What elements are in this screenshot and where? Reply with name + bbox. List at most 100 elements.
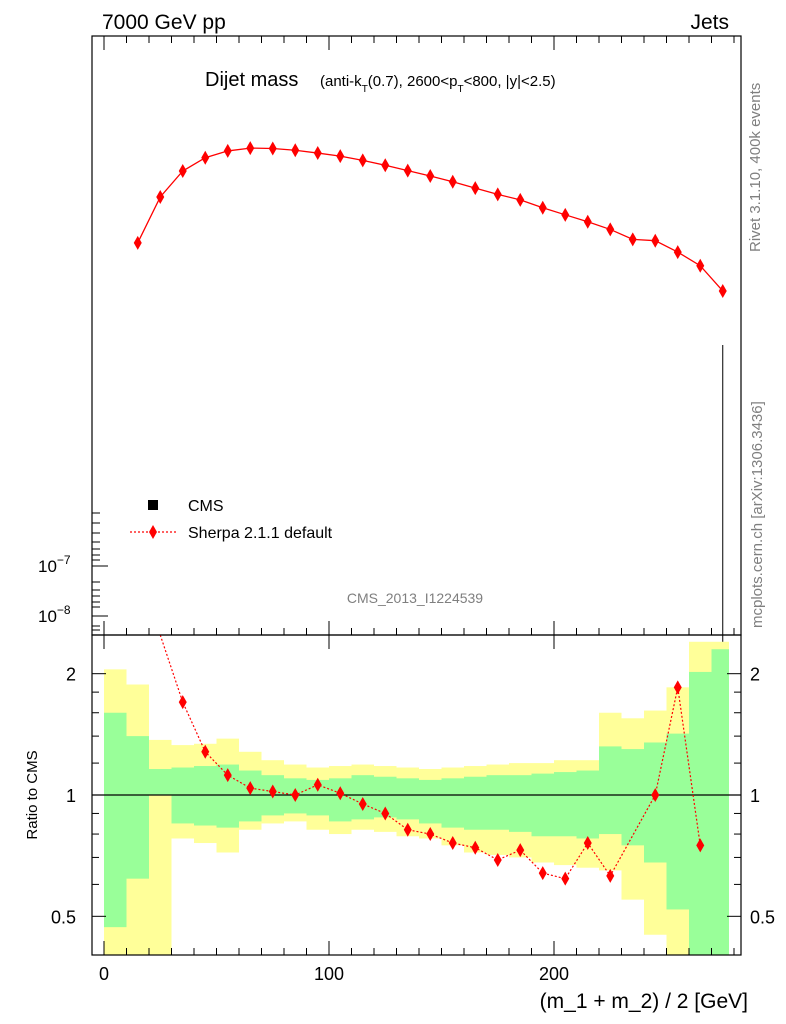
legend-cms-label: CMS — [188, 498, 224, 515]
band-inner-bin — [509, 775, 532, 832]
ratio-point — [471, 840, 480, 855]
ratio-point — [381, 806, 390, 821]
band-inner-bin — [644, 742, 667, 863]
main-point — [448, 174, 457, 189]
ratio-point — [313, 777, 322, 792]
ratio-point — [201, 744, 210, 759]
band-inner-bin — [239, 770, 262, 822]
ratio-point — [246, 781, 255, 796]
band-inner-bin — [194, 766, 217, 826]
band-inner-bin — [621, 749, 644, 846]
ratio-point — [606, 868, 615, 883]
main-point — [223, 143, 232, 158]
ratio-point — [223, 768, 232, 783]
mcplots-label: mcplots.cern.ch [arXiv:1306.3436] — [749, 401, 766, 628]
band-inner-bin — [419, 779, 442, 824]
main-point — [313, 146, 322, 161]
ratio-point — [696, 838, 705, 853]
main-point — [583, 214, 592, 229]
ratio-point — [178, 695, 187, 710]
legend-sherpa-marker — [149, 525, 157, 539]
ratio-ytick-label: 2 — [66, 665, 76, 685]
band-inner-bin — [531, 773, 554, 837]
ratio-ytick-label: 2 — [750, 665, 760, 685]
main-point — [403, 163, 412, 178]
band-inner-bin — [599, 746, 622, 835]
main-ytick-label-1e-7: 10−7 — [38, 553, 71, 576]
main-point — [291, 143, 300, 158]
band-inner-bin — [104, 712, 127, 928]
x-tick-label: 0 — [99, 964, 109, 984]
ratio-point — [268, 784, 277, 799]
main-point — [696, 258, 705, 273]
ratio-point — [561, 871, 570, 886]
header-left: 7000 GeV pp — [102, 11, 226, 34]
rivet-label: Rivet 3.1.10, 400k events — [747, 83, 764, 252]
main-point — [268, 141, 277, 156]
main-point — [538, 200, 547, 215]
main-point — [201, 150, 210, 165]
x-tick-label: 100 — [314, 964, 344, 984]
ratio-point — [426, 827, 435, 842]
main-point — [651, 233, 660, 248]
ratio-point — [291, 788, 300, 802]
ratio-point — [673, 680, 682, 695]
band-inner-bin — [126, 736, 149, 879]
main-point — [178, 164, 187, 179]
x-tick-label: 200 — [539, 964, 569, 984]
main-frame — [91, 35, 742, 636]
ratio-ytick-label: 0.5 — [51, 907, 76, 927]
band-inner-bin — [441, 778, 464, 828]
ratio-ytick-label: 0.5 — [750, 907, 775, 927]
band-inner-bin — [374, 776, 397, 818]
band-inner-bin — [666, 733, 689, 910]
band-inner-bin — [689, 671, 712, 955]
main-point — [336, 149, 345, 164]
main-point — [358, 153, 367, 168]
main-point — [246, 141, 255, 156]
main-point — [471, 181, 480, 196]
main-point — [673, 245, 682, 260]
watermark: CMS_2013_I1224539 — [347, 590, 483, 606]
band-inner-bin — [576, 770, 599, 839]
band-inner-bin — [486, 775, 509, 830]
ratio-point — [538, 866, 547, 881]
main-point — [133, 235, 142, 250]
ratio-point — [358, 796, 367, 811]
legend-cms-marker — [148, 500, 158, 510]
header-right: Jets — [690, 11, 729, 34]
band-inner-bin — [216, 764, 239, 828]
main-point — [156, 189, 165, 204]
main-point — [516, 192, 525, 207]
ratio-point — [403, 822, 412, 837]
main-point — [628, 232, 637, 247]
main-point — [381, 158, 390, 173]
ratio-point — [493, 852, 502, 867]
main-point — [718, 283, 727, 298]
band-inner-bin — [306, 779, 329, 816]
legend: CMS Sherpa 2.1.1 default — [130, 498, 333, 542]
main-point — [606, 222, 615, 237]
main-subtitle: (anti-kT(0.7), 2600<pT<800, |y|<2.5) — [320, 73, 556, 95]
band-inner-bin — [711, 649, 729, 955]
ratio-point — [583, 836, 592, 851]
ratio-panel: 0 100 200 0.5 0.5 1 1 2 2 — [51, 36, 775, 984]
main-point — [561, 207, 570, 222]
main-ytick-label-1e-8: 10−8 — [38, 603, 71, 626]
main-title: Dijet mass — [205, 69, 298, 91]
ratio-point — [336, 786, 345, 801]
main-point — [493, 187, 502, 202]
main-point — [426, 168, 435, 183]
ratio-point — [448, 836, 457, 851]
x-axis-label: (m_1 + m_2) / 2 [GeV] — [540, 990, 748, 1013]
ratio-ytick-label: 1 — [66, 786, 76, 806]
band-inner-bin — [396, 778, 419, 820]
ratio-ytick-label: 1 — [750, 786, 760, 806]
band-inner-bin — [149, 769, 172, 795]
y-axis-label-ratio: Ratio to CMS — [24, 750, 41, 839]
legend-sherpa-label: Sherpa 2.1.1 default — [188, 525, 333, 542]
ratio-point — [651, 788, 660, 802]
ratio-point — [516, 843, 525, 858]
band-inner-bin — [464, 776, 487, 830]
